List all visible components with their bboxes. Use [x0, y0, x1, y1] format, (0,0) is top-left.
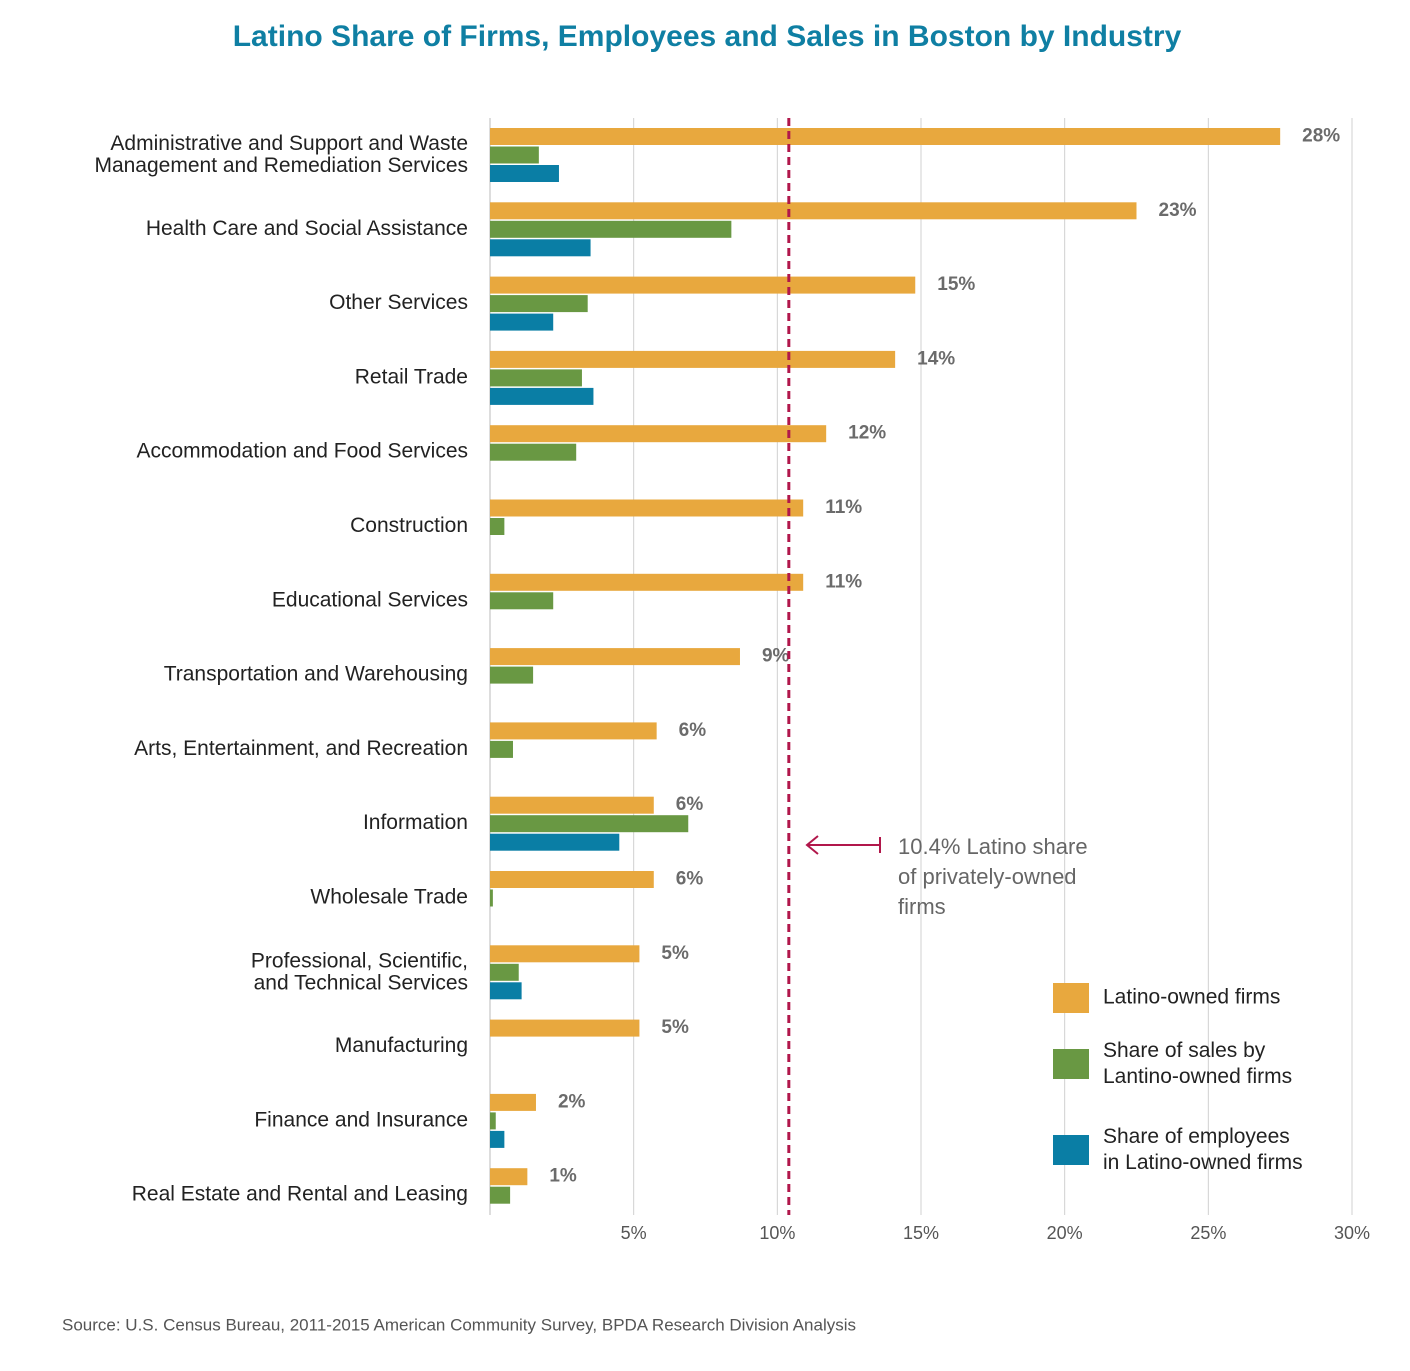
legend-label: Share of sales by Lantino-owned firms: [1103, 1039, 1292, 1088]
bar: [490, 982, 522, 1000]
bar: [490, 945, 640, 963]
bar: [490, 350, 896, 368]
legend-label: Share of employees in Latino-owned firms: [1103, 1125, 1303, 1174]
bar: [490, 518, 505, 535]
value-label: 11%: [825, 497, 862, 518]
category-label: Health Care and Social Assistance: [146, 217, 468, 240]
legend-label: Latino-owned firms: [1103, 986, 1280, 1009]
bar: [490, 666, 534, 684]
x-tick-label: 5%: [621, 1223, 647, 1243]
category-label: Administrative and Support and Waste Mana…: [94, 132, 468, 177]
category-label: Educational Services: [272, 588, 468, 611]
bar: [490, 648, 740, 666]
x-tick-label: 25%: [1190, 1223, 1226, 1243]
bar: [490, 313, 554, 331]
x-tick-label: 20%: [1047, 1223, 1083, 1243]
bar: [490, 722, 657, 740]
bar: [490, 833, 620, 851]
bar: [490, 387, 594, 405]
category-label: Wholesale Trade: [310, 886, 468, 909]
value-label: 6%: [679, 720, 707, 741]
value-label: 14%: [917, 348, 955, 369]
legend-swatch: [1053, 1135, 1089, 1165]
value-label: 2%: [558, 1091, 586, 1112]
bar: [490, 443, 577, 461]
bar: [490, 239, 591, 257]
value-label: 23%: [1159, 200, 1197, 221]
bar: [490, 1019, 640, 1037]
annotation: of privately-owned: [898, 864, 1077, 889]
category-label: Other Services: [329, 291, 468, 314]
bar: [490, 815, 689, 833]
x-tick-label: 15%: [903, 1223, 939, 1243]
x-tick-label: 30%: [1334, 1223, 1370, 1243]
bar: [490, 425, 827, 443]
bar: [490, 499, 804, 517]
category-label: Accommodation and Food Services: [137, 440, 469, 463]
bar: [490, 1130, 505, 1148]
source: Source: U.S. Census Bureau, 2011-2015 Am…: [62, 1315, 856, 1334]
value-label: 15%: [937, 274, 975, 295]
bar: [490, 740, 513, 758]
bar: [490, 165, 559, 182]
category-label: Arts, Entertainment, and Recreation: [134, 737, 468, 760]
category-label: Professional, Scientific, and Technical S…: [251, 949, 468, 994]
annotation: firms: [898, 894, 946, 919]
bar: [490, 1186, 511, 1204]
value-label: 12%: [848, 423, 886, 444]
bar: [490, 146, 539, 164]
annotation: 10.4% Latino share: [898, 834, 1088, 859]
value-label: 1%: [549, 1166, 577, 1187]
category-label: Finance and Insurance: [254, 1108, 468, 1131]
value-label: 6%: [676, 794, 704, 815]
bar: [490, 220, 732, 238]
bar: [490, 1112, 496, 1130]
legend-swatch: [1053, 1049, 1089, 1079]
category-label: Information: [363, 811, 468, 834]
category-label: Construction: [350, 514, 468, 537]
category-label: Retail Trade: [355, 365, 468, 388]
category-label: Real Estate and Rental and Leasing: [132, 1183, 468, 1206]
x-tick-label: 10%: [759, 1223, 795, 1243]
bar: [490, 889, 493, 907]
value-label: 9%: [762, 646, 790, 667]
value-label: 28%: [1302, 126, 1340, 147]
bar: [490, 276, 916, 294]
value-label: 5%: [661, 1017, 689, 1038]
bar: [490, 1168, 528, 1186]
bar: [490, 1093, 536, 1111]
bar: [490, 592, 554, 610]
bar: [490, 295, 588, 313]
bar: [490, 796, 654, 814]
legend-swatch: [1053, 983, 1089, 1013]
bar: [490, 369, 582, 387]
category-label: Transportation and Warehousing: [164, 663, 468, 686]
value-label: 11%: [825, 571, 862, 592]
category-label: Manufacturing: [335, 1034, 468, 1057]
bar: [490, 202, 1137, 220]
bar: [490, 128, 1281, 145]
chart-title: Latino Share of Firms, Employees and Sal…: [233, 20, 1182, 53]
bar: [490, 963, 519, 981]
bar: [490, 871, 654, 888]
bar: [490, 573, 804, 591]
value-label: 6%: [676, 869, 704, 890]
annotation-arrow: [805, 835, 819, 855]
value-label: 5%: [661, 943, 689, 964]
